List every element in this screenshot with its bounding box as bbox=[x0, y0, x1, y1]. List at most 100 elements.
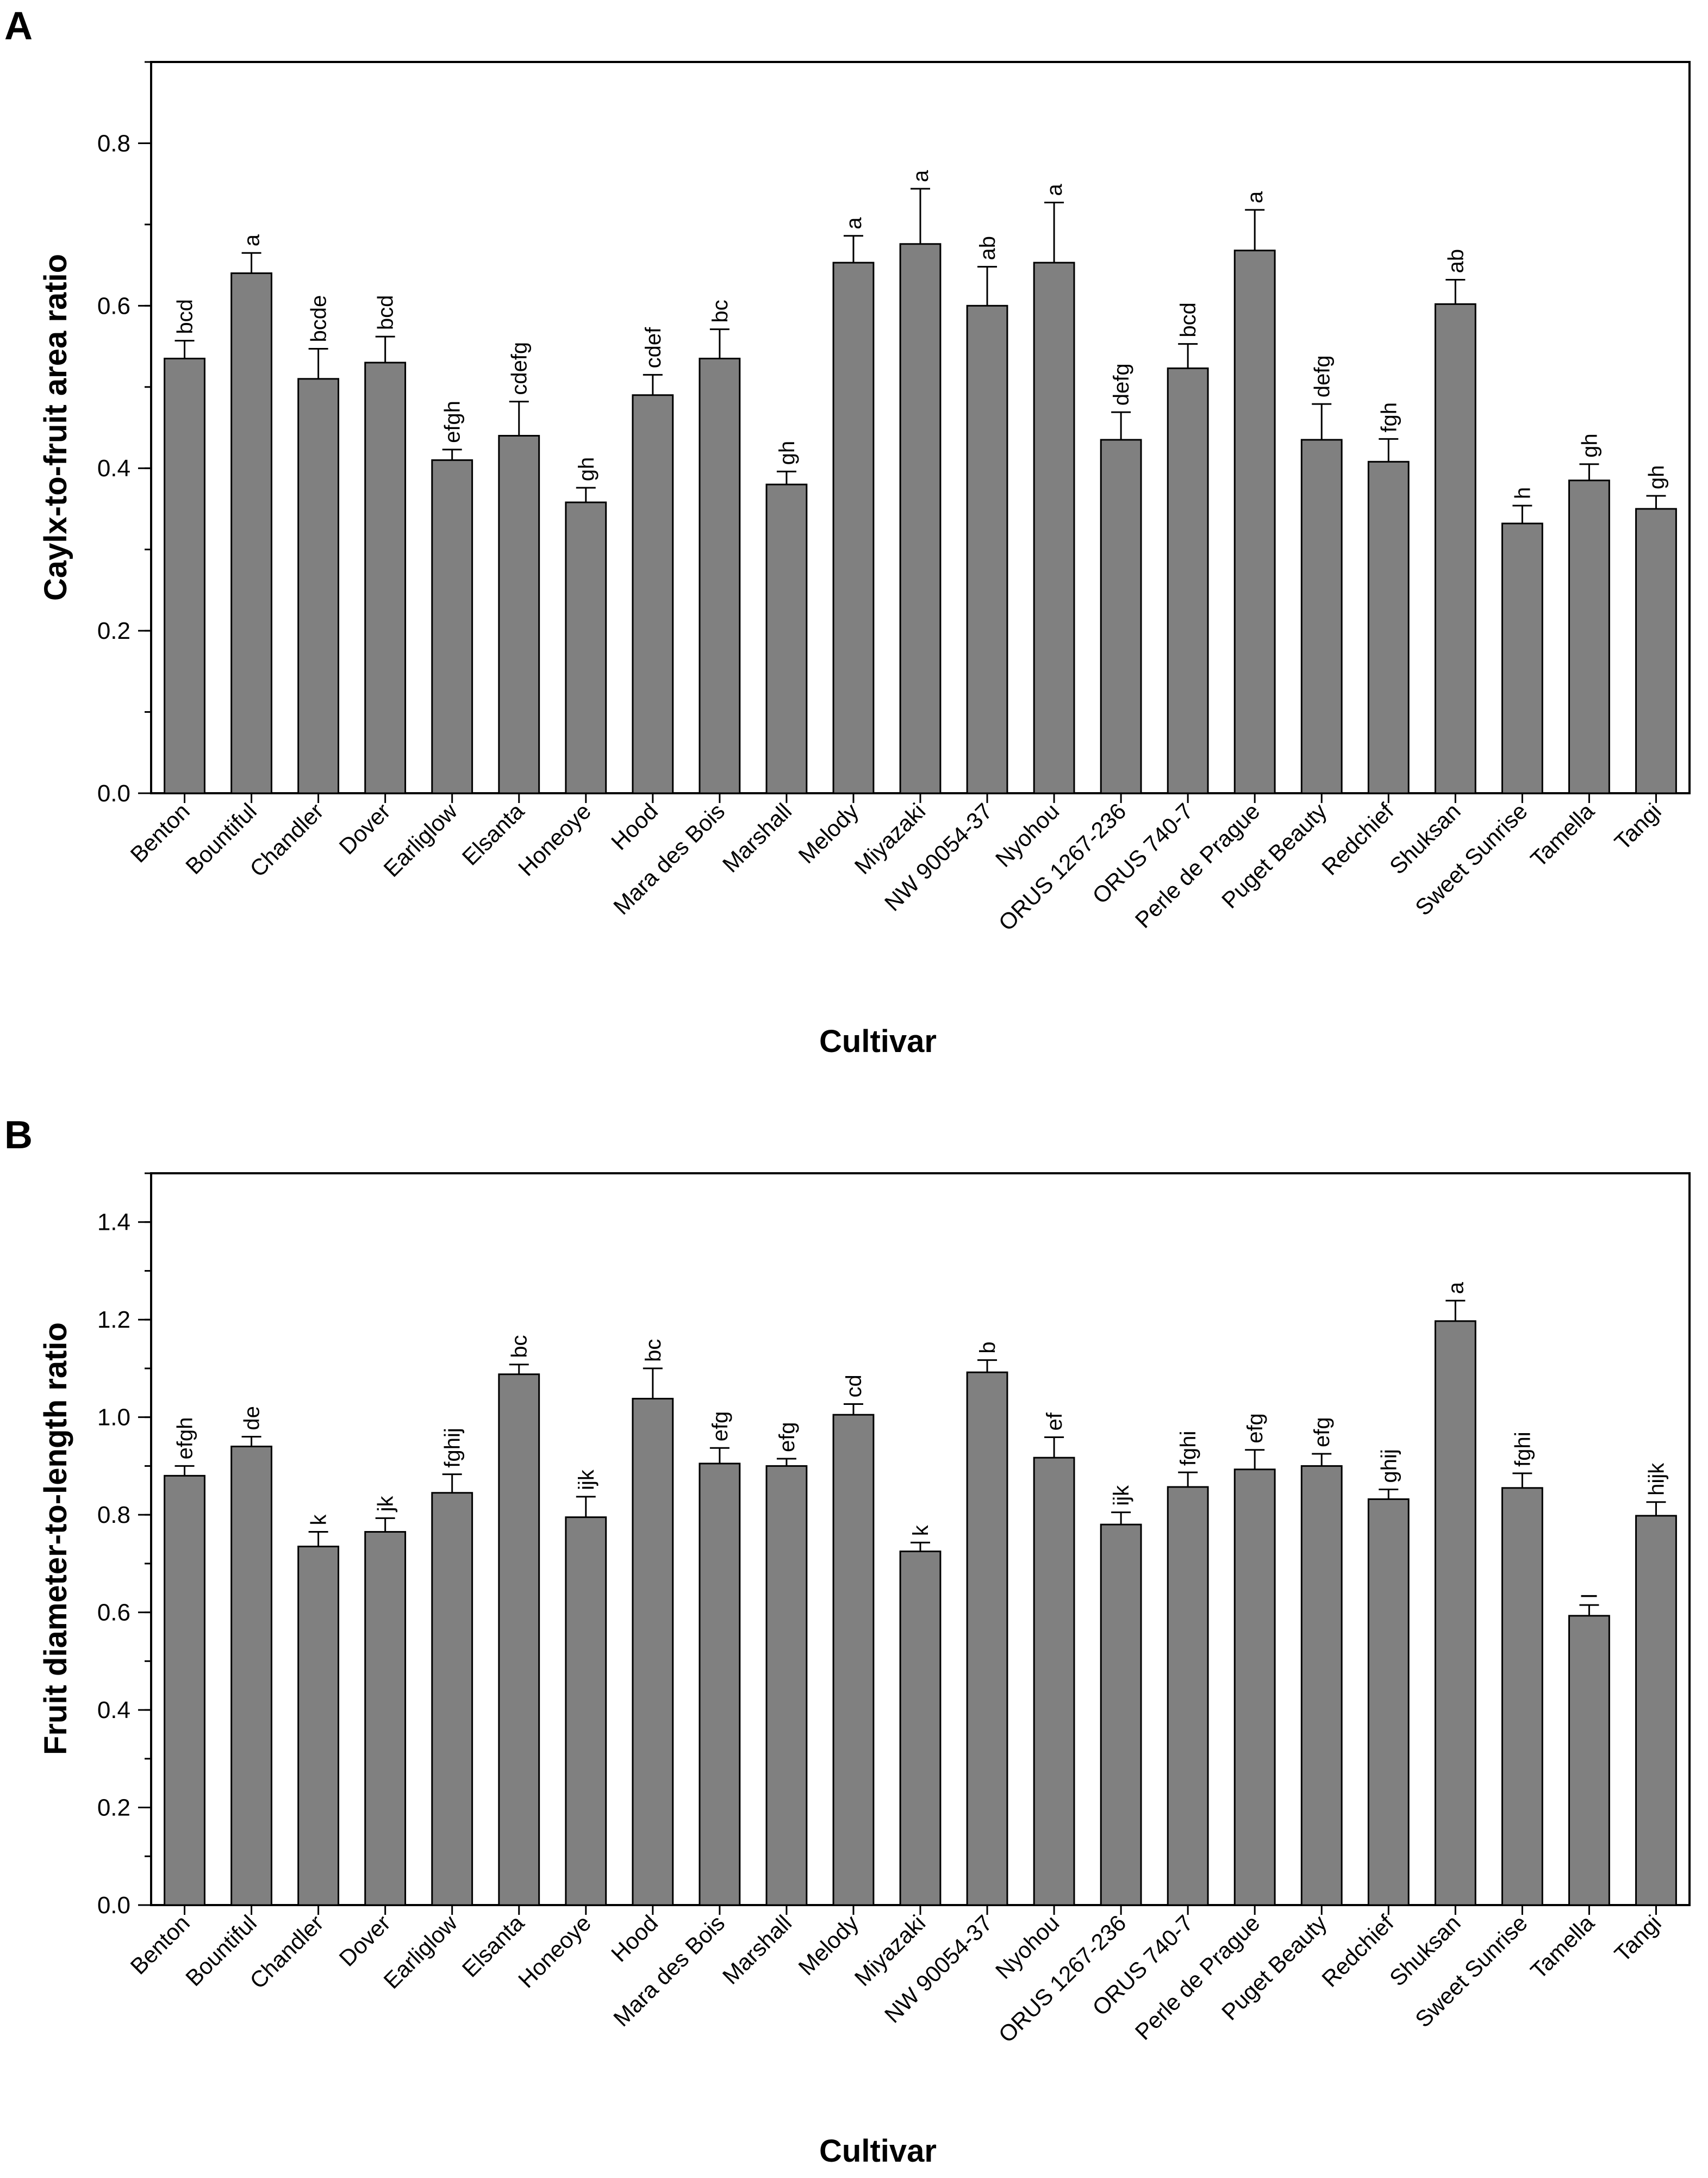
bar bbox=[498, 434, 540, 794]
x-axis-title-a: Cultivar bbox=[819, 1024, 937, 1059]
y-tick-label: 1.0 bbox=[97, 1404, 130, 1431]
bar bbox=[1635, 1515, 1677, 1906]
bar bbox=[632, 1398, 674, 1906]
bar bbox=[966, 304, 1008, 794]
bar bbox=[431, 1492, 473, 1906]
category-label: Tamella bbox=[1525, 798, 1599, 872]
significance-label: a bbox=[1043, 184, 1067, 196]
bar bbox=[1100, 1523, 1142, 1906]
y-tick-label: 0.6 bbox=[97, 293, 130, 319]
significance-label: efgh bbox=[173, 1417, 197, 1460]
significance-label: l bbox=[1578, 1594, 1601, 1598]
significance-label: gh bbox=[1578, 433, 1601, 458]
category-label: Dover bbox=[334, 1910, 395, 1971]
category-label: Chandler bbox=[245, 1910, 328, 1994]
bar bbox=[364, 1531, 407, 1906]
significance-label: de bbox=[240, 1406, 264, 1430]
category-label: Honeoye bbox=[513, 1910, 596, 1993]
bar bbox=[1233, 250, 1276, 794]
bars-b: efgh de k jk fghij bc ijk bc efg efg cd k b ef ijk fghi… bbox=[164, 1281, 1677, 1906]
bar bbox=[230, 1446, 272, 1906]
y-tick-label: 0.0 bbox=[97, 1892, 130, 1919]
y-tick-label: 0.4 bbox=[97, 455, 130, 482]
significance-label: efg bbox=[1310, 1417, 1334, 1447]
category-label: Tangi bbox=[1610, 798, 1666, 855]
significance-label: efg bbox=[708, 1411, 732, 1442]
bar bbox=[297, 1545, 340, 1906]
significance-label: fghi bbox=[1176, 1431, 1200, 1466]
bar bbox=[431, 459, 473, 794]
significance-label: defg bbox=[1109, 363, 1133, 406]
significance-label: ab bbox=[1444, 249, 1468, 273]
significance-label: gh bbox=[775, 441, 799, 465]
bar bbox=[899, 243, 942, 794]
bar bbox=[1434, 1320, 1476, 1906]
category-label: Marshall bbox=[718, 798, 796, 877]
category-label: Dover bbox=[334, 798, 395, 859]
category-label: Hood bbox=[606, 798, 663, 855]
panel-b: B 0.0 0.2 0.4 0.6 0.8 1.0 1.2 1.4 efgh de k jk fghi… bbox=[4, 1113, 1691, 2169]
significance-label: defg bbox=[1310, 355, 1334, 397]
y-ticks-a: 0.0 0.2 0.4 0.6 0.8 bbox=[97, 61, 1657, 807]
bar bbox=[565, 1516, 607, 1906]
significance-label: a bbox=[842, 217, 866, 229]
category-label: Marshall bbox=[718, 1910, 796, 1989]
significance-label: ijk bbox=[1109, 1485, 1133, 1506]
y-axis-title-b: Fruit diameter-to-length ratio bbox=[38, 1322, 73, 1755]
bar bbox=[699, 357, 741, 794]
significance-label: jk bbox=[374, 1496, 398, 1513]
significance-label: efgh bbox=[441, 401, 465, 443]
bar bbox=[899, 1550, 942, 1906]
significance-label: a bbox=[1243, 191, 1267, 203]
significance-label: bcde bbox=[307, 295, 331, 343]
y-ticks-b: 0.0 0.2 0.4 0.6 0.8 1.0 1.2 1.4 bbox=[97, 1172, 1657, 1919]
bar bbox=[832, 1414, 875, 1906]
significance-label: cdef bbox=[641, 327, 665, 368]
bar bbox=[1167, 367, 1209, 794]
significance-label: fghij bbox=[441, 1428, 465, 1467]
bar bbox=[1233, 1468, 1276, 1906]
significance-label: b bbox=[976, 1341, 1000, 1353]
bar bbox=[1568, 480, 1610, 794]
bar bbox=[966, 1371, 1008, 1906]
y-tick-label: 1.2 bbox=[97, 1306, 130, 1333]
significance-label: efg bbox=[1243, 1413, 1267, 1443]
significance-label: ijk bbox=[575, 1469, 599, 1490]
bar bbox=[699, 1463, 741, 1906]
bar bbox=[1367, 1498, 1410, 1906]
significance-label: hijk bbox=[1644, 1463, 1668, 1496]
panel-label-b: B bbox=[4, 1113, 33, 1157]
significance-label: efg bbox=[775, 1422, 799, 1452]
category-label: Chandler bbox=[245, 798, 328, 882]
bar bbox=[632, 394, 674, 794]
significance-label: cdefg bbox=[508, 342, 532, 395]
y-tick-label: 0.2 bbox=[97, 1795, 130, 1821]
significance-label: bcd bbox=[1176, 302, 1200, 338]
significance-label: gh bbox=[575, 457, 599, 482]
significance-label: bc bbox=[708, 300, 732, 322]
bar bbox=[1033, 1457, 1075, 1906]
significance-label: fgh bbox=[1377, 402, 1401, 433]
bar bbox=[164, 1474, 205, 1906]
y-tick-label: 0.0 bbox=[97, 780, 130, 807]
category-label: Perle de Prague bbox=[1130, 798, 1265, 933]
significance-label: a bbox=[909, 170, 933, 182]
bar bbox=[1167, 1486, 1209, 1906]
bar bbox=[1434, 303, 1476, 794]
bar bbox=[498, 1373, 540, 1906]
category-label: Hood bbox=[606, 1910, 663, 1967]
significance-label: h bbox=[1511, 487, 1535, 499]
bar bbox=[1033, 262, 1075, 794]
category-label: Tangi bbox=[1610, 1910, 1666, 1967]
significance-label: ef bbox=[1043, 1412, 1067, 1430]
significance-label: bc bbox=[641, 1339, 665, 1362]
y-tick-label: 0.8 bbox=[97, 130, 130, 157]
x-axis-title-b: Cultivar bbox=[819, 2133, 937, 2169]
significance-label: k bbox=[307, 1514, 331, 1526]
bar bbox=[1300, 1465, 1343, 1906]
category-label: Tamella bbox=[1525, 1910, 1599, 1984]
bar bbox=[164, 357, 205, 794]
